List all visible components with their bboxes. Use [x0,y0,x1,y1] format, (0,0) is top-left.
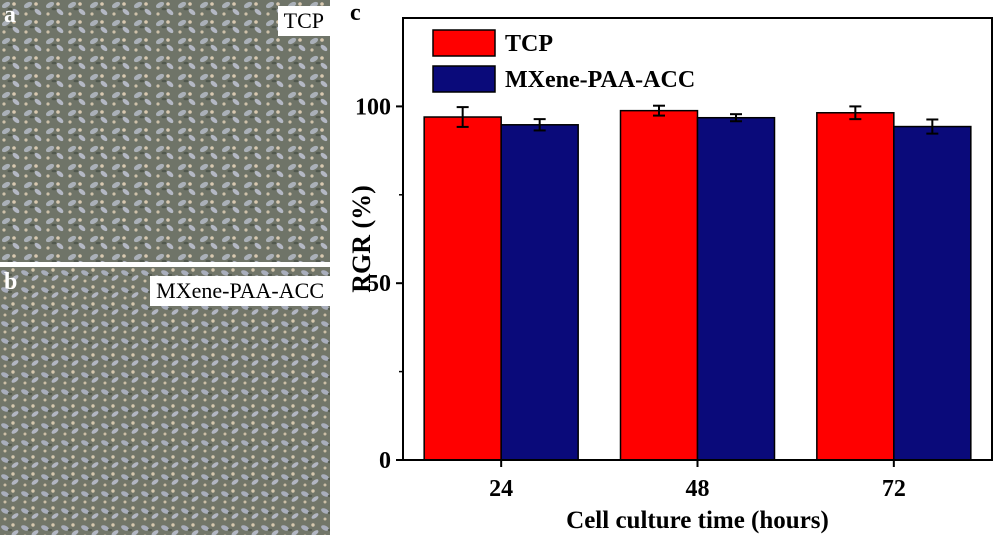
panel-letter-c: c [350,0,361,26]
x-tick-label: 48 [686,476,710,502]
bar-mxene-paa-acc-48 [696,116,776,461]
legend-label-mxene-paa-acc: MXene-PAA-ACC [505,67,695,93]
legend-swatch-tcp [432,29,496,57]
y-tick-label: 100 [355,94,391,120]
micrograph-tcp-image [0,0,330,262]
bar-tcp-24 [423,116,502,461]
bar-mxene-paa-acc-24 [500,124,579,461]
x-tick-label: 24 [489,476,513,502]
y-tick-label: 0 [379,448,391,474]
legend-swatch-mxene-paa-acc [432,65,496,93]
rgr-bar-chart: 24 48 72 0 50 100 Cell culture time (hours) RGR… [347,17,993,534]
plot-frame [402,17,993,461]
micrograph-label-mxene: MXene-PAA-ACC [150,276,330,306]
bar-tcp-72 [816,112,895,461]
legend-label-tcp: TCP [505,31,553,57]
panel-letter-a: a [4,2,16,28]
y-axis-label: RGR (%) [347,185,376,293]
micrograph-label-tcp: TCP [277,6,330,36]
micrograph-mxene-image [0,267,330,535]
micrograph-tcp: a TCP [0,0,330,262]
x-axis-label: Cell culture time (hours) [566,507,829,534]
bar-tcp-48 [619,109,699,461]
panel-letter-b: b [4,269,18,295]
bar-mxene-paa-acc-72 [893,125,972,461]
x-tick-label: 72 [882,476,906,502]
y-tick-label: 50 [367,271,391,297]
micrograph-mxene: b MXene-PAA-ACC [0,267,330,535]
